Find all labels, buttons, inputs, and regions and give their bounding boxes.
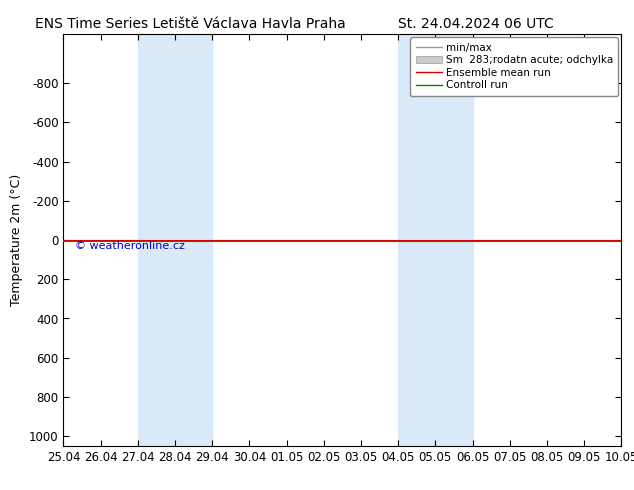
Legend: min/max, Sm  283;rodatn acute; odchylka, Ensemble mean run, Controll run: min/max, Sm 283;rodatn acute; odchylka, … [410, 37, 618, 96]
Y-axis label: Temperature 2m (°C): Temperature 2m (°C) [10, 174, 23, 306]
Text: ENS Time Series Letiště Václava Havla Praha: ENS Time Series Letiště Václava Havla Pr… [35, 17, 346, 31]
Text: © weatheronline.cz: © weatheronline.cz [75, 241, 184, 251]
Text: St. 24.04.2024 06 UTC: St. 24.04.2024 06 UTC [398, 17, 553, 31]
Bar [138, 34, 212, 446]
Bar [398, 34, 472, 446]
